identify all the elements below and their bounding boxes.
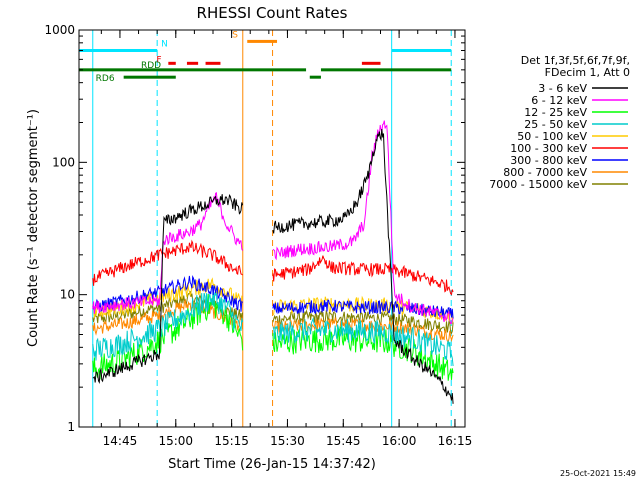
legend-entry-label: 50 - 100 keV <box>517 130 587 143</box>
legend-entry-label: 6 - 12 keV <box>531 94 587 107</box>
y-tick-label: 10 <box>60 288 75 302</box>
flag-bar-f-segment <box>186 61 199 65</box>
legend-entry-label: 12 - 25 keV <box>524 106 587 119</box>
series-line-100-300-kev <box>92 239 454 296</box>
x-tick-label: 16:15 <box>438 434 473 448</box>
legend-header-line: FDecim 1, Att 0 <box>545 66 630 79</box>
flag-label-rdd: RDD <box>141 61 161 71</box>
flag-bar-f-segment <box>361 61 381 65</box>
flag-bar-n-segment <box>79 48 158 52</box>
x-tick-label: 16:00 <box>382 434 417 448</box>
legend-entry-label: 800 - 7000 keV <box>503 166 587 179</box>
y-tick-label: 1000 <box>44 23 75 37</box>
flag-bar-rdd-segment <box>320 68 452 72</box>
legend-header-line: Det 1f,3f,5f,6f,7f,9f, <box>521 54 630 67</box>
flag-bar-rdd-segment <box>79 68 307 72</box>
flag-label-s: S <box>232 30 238 40</box>
flag-bar-rd6-segment <box>123 75 176 79</box>
series-line-3-6-kev <box>92 128 454 404</box>
x-tick-label: 15:15 <box>214 434 249 448</box>
legend: Det 1f,3f,5f,6f,7f,9f,FDecim 1, Att 0 3 -… <box>489 54 630 191</box>
legend-entry-label: 7000 - 15000 keV <box>489 178 587 191</box>
x-tick-label: 15:00 <box>158 434 193 448</box>
x-tick-label: 15:45 <box>326 434 361 448</box>
legend-entry-label: 300 - 800 keV <box>510 154 587 167</box>
series-lines <box>92 120 454 404</box>
flag-bar-f-segment <box>205 61 221 65</box>
render-timestamp: 25-Oct-2021 15:49 <box>560 469 636 478</box>
flag-label-rd6: RD6 <box>96 74 115 84</box>
chart-title: RHESSI Count Rates <box>197 4 348 22</box>
axes: 1 10 100 1000 14:45 15:00 15:15 15:30 15:45 16:00… <box>44 23 472 448</box>
series-line-25-50-kev <box>92 286 454 367</box>
flag-bar-n-segment <box>391 48 452 52</box>
x-axis-label: Start Time (26-Jan-15 14:37:42) <box>168 457 376 472</box>
x-tick-label: 15:30 <box>270 434 305 448</box>
legend-entry-label: 25 - 50 keV <box>524 118 587 131</box>
series-line-300-800-kev <box>92 275 454 319</box>
flag-bar-rd6-segment <box>309 75 321 79</box>
legend-entry-label: 3 - 6 keV <box>538 82 587 95</box>
plot-frame <box>78 29 466 428</box>
flag-bar-f-segment <box>168 61 176 65</box>
y-axis-label: Count Rate (s⁻¹ detector segment⁻¹) <box>26 109 41 347</box>
flag-label-n: N <box>161 39 168 49</box>
flag-label-f: F <box>156 55 161 65</box>
y-tick-label: 100 <box>52 155 75 169</box>
y-tick-label: 1 <box>67 420 75 434</box>
x-tick-label: 14:45 <box>103 434 138 448</box>
flag-bar-s-segment <box>247 39 278 43</box>
legend-entry-label: 100 - 300 keV <box>510 142 587 155</box>
